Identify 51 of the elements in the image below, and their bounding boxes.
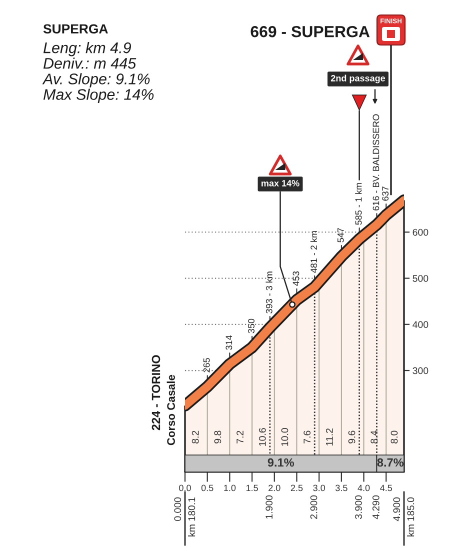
annotation: 8.4 [370,430,378,444]
y-tick-label: 300 [412,367,428,374]
ref-line-label: 4.290 [372,495,380,520]
data-label: 393 - 3 km [266,272,272,314]
x-tick-label: 3.5 [336,484,348,492]
data-label: 616 - BV. BALDISSERO [372,114,380,210]
ref-line-label: 4.900 [393,497,400,522]
x-tick-label: 0.5 [201,484,214,492]
annotation: 8.0 [390,430,398,444]
y-tick-label: 600 [412,228,428,236]
ref-line-label: 1.900 [266,495,273,519]
annotation: max 14% [262,180,300,186]
ref-line-label: 2.900 [310,495,318,519]
band-label: 9.1% [268,458,294,467]
text: km 185.0 [407,497,414,536]
text: km 180.1 [188,497,196,536]
x-tick-label: 1.0 [224,484,236,492]
text: SUPERGA [43,24,108,34]
text: Corso Casale [166,374,175,446]
y-tick-label: 500 [412,274,428,282]
x-tick-label: 0.0 [179,484,191,492]
annotation: 7.6 [304,430,311,444]
data-label: 265 [203,358,210,372]
x-tick-label: 2.0 [268,484,280,492]
x-tick-label: 4.5 [380,484,392,492]
band-label: 8.7% [377,458,404,467]
text: 2nd passage [330,74,386,84]
x-tick-label: 3.0 [313,484,326,492]
y-tick-label: 400 [412,321,428,328]
data-label: 481 - 2 km [310,231,318,273]
data-label: 585 - 1 km [355,183,362,225]
annotation: 11.2 [326,428,333,446]
data-label: 547 [338,228,344,242]
annotation: 7.2 [236,430,244,444]
x-tick-label: 4.0 [358,484,370,492]
x-tick-label: 2.5 [290,484,303,492]
ref-line-label: 3.900 [355,495,362,519]
data-label: 637 [382,186,389,201]
annotation: 9.8 [214,430,222,444]
text: 669 - SUPERGA [250,26,370,38]
data-label: 350 [248,318,254,334]
annotation: 10.6 [258,428,266,446]
annotation: 8.2 [192,430,199,444]
chart-subtitle: Leng: km 4.9 Deniv.: m 445 Av. Slope: 9.1% Max Slope: 14% [42,42,154,103]
data-label: 314 [226,335,232,350]
x-tick-label: 1.5 [246,484,258,492]
annotation: 10.0 [281,428,288,446]
data-label: 453 [292,271,300,286]
annotation: 9.6 [348,430,356,444]
ref-line-label: 0.000 [174,497,182,521]
annotation: 224 - TORINO [152,355,160,430]
